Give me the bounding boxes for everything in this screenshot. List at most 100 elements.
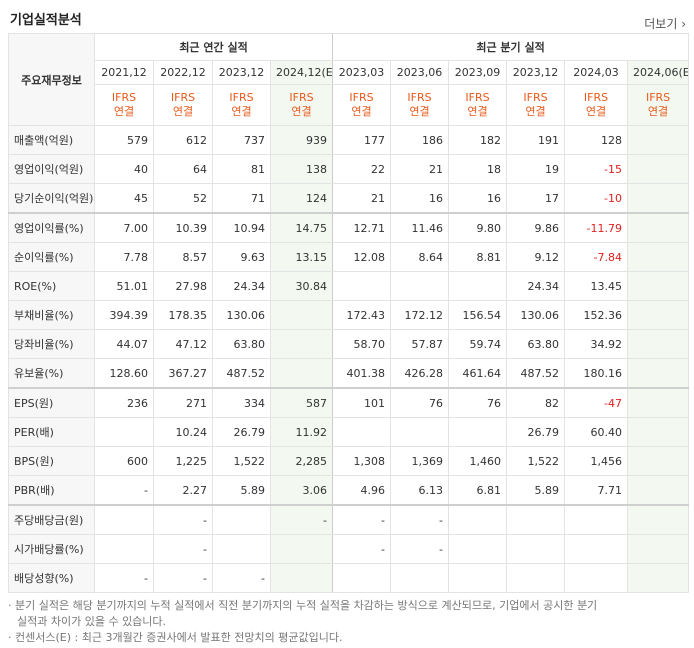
empty-cell — [269, 300, 334, 330]
value-cell: 101 — [332, 387, 392, 418]
empty-cell — [269, 563, 334, 593]
empty-cell — [212, 504, 271, 535]
value-cell: 22 — [332, 154, 392, 184]
value-cell: 461.64 — [448, 358, 508, 389]
data-row: 영업이익(억원) 40 64 81 138 22 21 18 19 -15 — [8, 154, 690, 184]
empty-cell — [627, 504, 690, 535]
value-cell: 1,522 — [506, 446, 566, 476]
value-cell: 5.89 — [506, 475, 566, 506]
note-text: 분기 실적은 해당 분기까지의 누적 실적에서 직전 분기까지의 누적 실적을 … — [15, 599, 598, 628]
standard-name: IFRS — [465, 91, 490, 104]
value-cell: - — [390, 504, 450, 535]
empty-cell — [390, 271, 450, 301]
value-cell: -47 — [564, 387, 629, 418]
data-row: 시가배당률(%) - - - — [8, 534, 690, 564]
value-cell: 130.06 — [212, 300, 271, 330]
standard-name: IFRS — [170, 91, 196, 104]
value-cell: 24.34 — [212, 271, 271, 301]
standard-basis: 연결 — [409, 105, 430, 118]
empty-cell — [332, 563, 392, 593]
data-row: 매출액(억원) 579 612 737 939 177 186 182 191 128 — [8, 125, 690, 155]
value-cell: 44.07 — [94, 329, 154, 359]
more-link[interactable]: 더보기 › — [644, 17, 686, 31]
empty-cell — [506, 504, 566, 535]
empty-cell — [627, 271, 690, 301]
empty-cell — [390, 563, 450, 593]
data-row: 유보율(%) 128.60 367.27 487.52 401.38 426.28 461.… — [8, 358, 690, 389]
value-cell: 76 — [390, 387, 450, 418]
empty-cell — [627, 417, 690, 447]
value-cell: 7.00 — [94, 212, 154, 243]
value-cell: 52 — [153, 183, 213, 214]
value-cell: 76 — [448, 387, 508, 418]
standard-cell: IFRS 연결 — [94, 84, 154, 126]
note-text: 컨센서스(E) : 최근 3개월간 증권사에서 발표한 전망치의 평균값입니다. — [15, 631, 343, 644]
value-cell: - — [332, 534, 392, 564]
standard-name: IFRS — [349, 91, 374, 104]
value-cell: 1,522 — [212, 446, 271, 476]
data-row: ROE(%) 51.01 27.98 24.34 30.84 24.34 13.45 — [8, 271, 690, 301]
empty-cell — [627, 300, 690, 330]
value-cell: 130.06 — [506, 300, 566, 330]
value-cell: 40 — [94, 154, 154, 184]
value-cell: 1,308 — [332, 446, 392, 476]
value-cell: 16 — [390, 183, 450, 214]
standard-basis: 연결 — [467, 105, 488, 118]
group-header: 최근 분기 실적 — [332, 33, 690, 61]
standard-name: IFRS — [407, 91, 432, 104]
value-cell: 6.13 — [390, 475, 450, 506]
value-cell: 178.35 — [153, 300, 213, 330]
more-text[interactable]: 더보기 — [644, 17, 678, 31]
standard-cell: IFRS 연결 — [390, 84, 450, 126]
value-cell: - — [94, 563, 154, 593]
row-label: BPS(원) — [8, 446, 95, 476]
empty-cell — [627, 212, 690, 243]
group-header: 최근 연간 실적 — [93, 33, 334, 61]
standard-name: IFRS — [111, 91, 137, 104]
value-cell: 152.36 — [564, 300, 629, 330]
value-cell: 1,460 — [448, 446, 508, 476]
value-cell: 3.06 — [269, 475, 334, 506]
value-cell: 6.81 — [448, 475, 508, 506]
standard-cell: IFRS 연결 — [153, 84, 213, 126]
value-cell: 334 — [212, 387, 271, 418]
value-cell: 11.46 — [390, 212, 450, 243]
value-cell: 16 — [448, 183, 508, 214]
period-header: 2023,12 — [212, 60, 271, 85]
row-label: 배당성향(%) — [8, 563, 95, 593]
row-label: 매출액(억원) — [8, 125, 95, 155]
value-cell: 2.27 — [153, 475, 213, 506]
note-line: · 분기 실적은 해당 분기까지의 누적 실적에서 직전 분기까지의 누적 실적… — [8, 599, 598, 628]
value-cell: 59.74 — [448, 329, 508, 359]
row-label: EPS(원) — [8, 387, 95, 418]
standard-basis: 연결 — [172, 105, 194, 118]
empty-cell — [564, 504, 629, 535]
value-cell: 172.12 — [390, 300, 450, 330]
standard-basis: 연결 — [351, 105, 372, 118]
row-label: PER(배) — [8, 417, 95, 447]
empty-cell — [448, 271, 508, 301]
empty-cell — [94, 417, 154, 447]
standard-name: IFRS — [229, 91, 254, 104]
standard-basis: 연결 — [647, 105, 669, 118]
data-row: 영업이익률(%) 7.00 10.39 10.94 14.75 12.71 11.46 9.8… — [8, 212, 690, 243]
value-cell: 487.52 — [506, 358, 566, 389]
standard-cell: IFRS 연결 — [564, 84, 629, 126]
row-label: ROE(%) — [8, 271, 95, 301]
value-cell: 10.94 — [212, 212, 271, 243]
value-cell: 8.64 — [390, 242, 450, 272]
value-cell: 600 — [94, 446, 154, 476]
standard-basis: 연결 — [231, 105, 252, 118]
value-cell: 9.80 — [448, 212, 508, 243]
value-cell: 26.79 — [506, 417, 566, 447]
data-row: 순이익률(%) 7.78 8.57 9.63 13.15 12.08 8.64 8.81 9.1… — [8, 242, 690, 272]
standard-name: IFRS — [645, 91, 671, 104]
period-header: 2023,06 — [390, 60, 450, 85]
value-cell: 47.12 — [153, 329, 213, 359]
empty-cell — [627, 446, 690, 476]
value-cell: - — [153, 563, 213, 593]
value-cell: 9.12 — [506, 242, 566, 272]
value-cell: - — [153, 534, 213, 564]
value-cell: 10.24 — [153, 417, 213, 447]
